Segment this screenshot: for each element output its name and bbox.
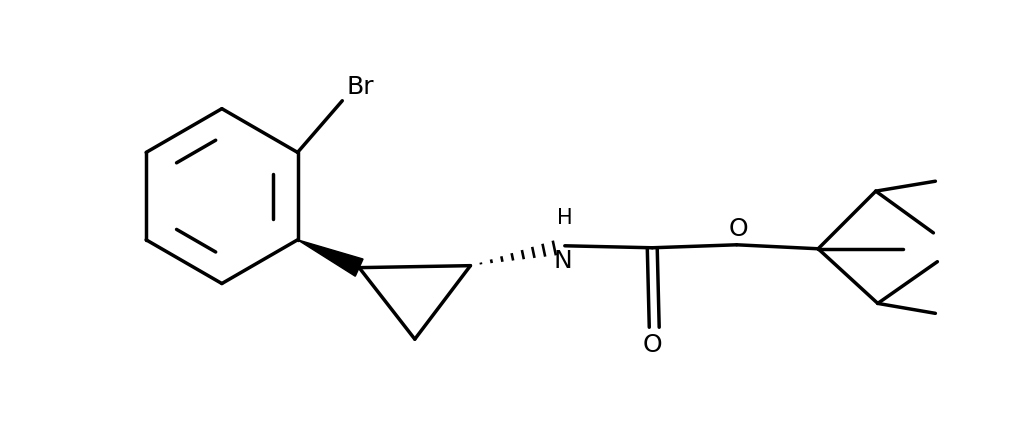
Text: O: O	[729, 217, 748, 241]
Polygon shape	[298, 240, 363, 276]
Text: O: O	[642, 333, 663, 357]
Text: H: H	[557, 208, 573, 228]
Text: N: N	[553, 249, 573, 273]
Text: Br: Br	[346, 75, 374, 99]
